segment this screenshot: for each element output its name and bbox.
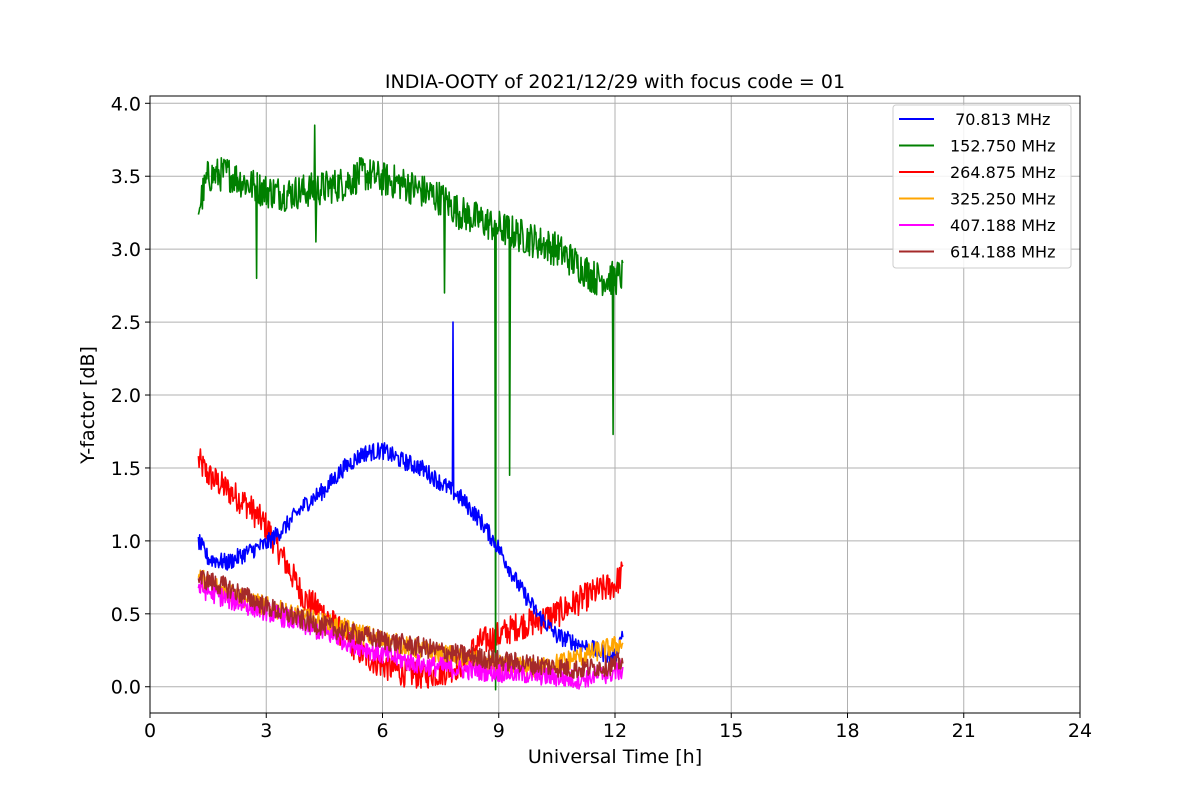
y-axis-label: Y-factor [dB] bbox=[77, 346, 99, 465]
x-tick-label: 0 bbox=[144, 720, 156, 742]
y-tick-label: 3.5 bbox=[111, 166, 141, 188]
y-tick-label: 2.0 bbox=[111, 385, 141, 407]
legend-label: 407.188 MHz bbox=[950, 216, 1055, 235]
series-line bbox=[197, 570, 624, 679]
y-tick-label: 2.5 bbox=[111, 312, 141, 334]
legend-label: 152.750 MHz bbox=[950, 137, 1055, 156]
y-tick-label: 1.5 bbox=[111, 458, 141, 480]
x-tick-label: 21 bbox=[952, 720, 976, 742]
legend-label: 70.813 MHz bbox=[950, 110, 1050, 129]
y-tick-label: 3.0 bbox=[111, 239, 141, 261]
legend: 70.813 MHz 152.750 MHz 264.875 MHz 325.250 … bbox=[892, 104, 1072, 269]
chart-title: INDIA-OOTY of 2021/12/29 with focus code… bbox=[385, 71, 845, 93]
series-line bbox=[197, 124, 624, 691]
x-tick-label: 9 bbox=[493, 720, 505, 742]
legend-label: 325.250 MHz bbox=[950, 190, 1055, 209]
x-axis-label: Universal Time [h] bbox=[528, 746, 702, 768]
y-axis-ticks: 0.0 0.5 1.0 1.5 2.0 2.5 3.0 3.5 4.0 bbox=[111, 93, 150, 699]
x-tick-label: 3 bbox=[260, 720, 272, 742]
x-tick-label: 24 bbox=[1068, 720, 1092, 742]
series-layer bbox=[197, 124, 624, 691]
legend-label: 264.875 MHz bbox=[950, 163, 1055, 182]
x-tick-label: 18 bbox=[835, 720, 859, 742]
y-tick-label: 0.0 bbox=[111, 677, 141, 699]
x-tick-label: 15 bbox=[719, 720, 743, 742]
y-tick-label: 0.5 bbox=[111, 604, 141, 626]
x-axis-ticks: 0 3 6 9 12 15 18 21 24 bbox=[144, 713, 1092, 742]
grid bbox=[149, 96, 1081, 713]
legend-label: 614.188 MHz bbox=[950, 243, 1055, 262]
x-tick-label: 12 bbox=[603, 720, 627, 742]
legend-box bbox=[892, 104, 1072, 269]
x-tick-label: 6 bbox=[376, 720, 388, 742]
series-line bbox=[197, 321, 624, 666]
y-tick-label: 4.0 bbox=[111, 93, 141, 115]
y-tick-label: 1.0 bbox=[111, 531, 141, 553]
